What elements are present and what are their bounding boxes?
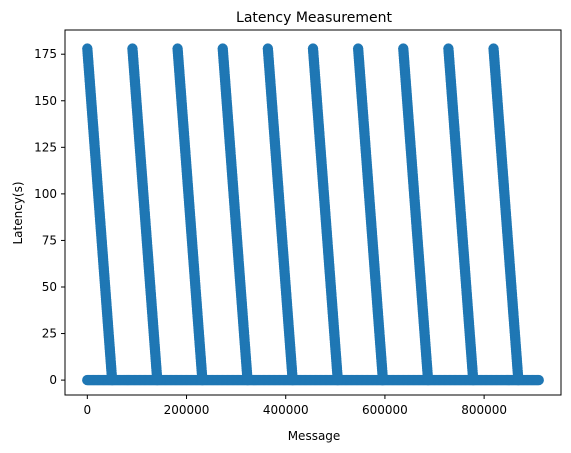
x-tick-label: 800000 xyxy=(461,403,507,417)
y-tick-label: 100 xyxy=(34,187,57,201)
y-tick-label: 150 xyxy=(34,94,57,108)
data-point xyxy=(513,375,523,385)
chart-title: Latency Measurement xyxy=(236,10,392,26)
data-point xyxy=(533,375,543,385)
data-point xyxy=(152,375,162,385)
x-tick-label: 600000 xyxy=(362,403,408,417)
x-tick-label: 0 xyxy=(83,403,91,417)
data-point xyxy=(378,375,388,385)
x-tick-label: 400000 xyxy=(263,403,309,417)
data-point xyxy=(423,375,433,385)
y-tick-label: 75 xyxy=(42,233,57,247)
x-axis-ticks: 0 200000 400000 600000 800000 xyxy=(83,395,507,417)
data-point xyxy=(287,375,297,385)
y-axis-label: Latency(s) xyxy=(11,181,25,244)
data-point xyxy=(242,375,252,385)
y-tick-label: 125 xyxy=(34,140,57,154)
data-point xyxy=(107,375,117,385)
x-axis-label: Message xyxy=(288,429,341,443)
y-tick-label: 25 xyxy=(42,327,57,341)
y-axis-ticks: 0 25 50 75 100 125 150 175 xyxy=(34,47,65,387)
y-tick-label: 0 xyxy=(49,373,57,387)
y-tick-label: 50 xyxy=(42,280,57,294)
scatter-points xyxy=(82,43,544,385)
x-tick-label: 200000 xyxy=(164,403,210,417)
y-tick-label: 175 xyxy=(34,47,57,61)
data-point xyxy=(197,375,207,385)
data-point xyxy=(468,375,478,385)
data-point xyxy=(333,375,343,385)
